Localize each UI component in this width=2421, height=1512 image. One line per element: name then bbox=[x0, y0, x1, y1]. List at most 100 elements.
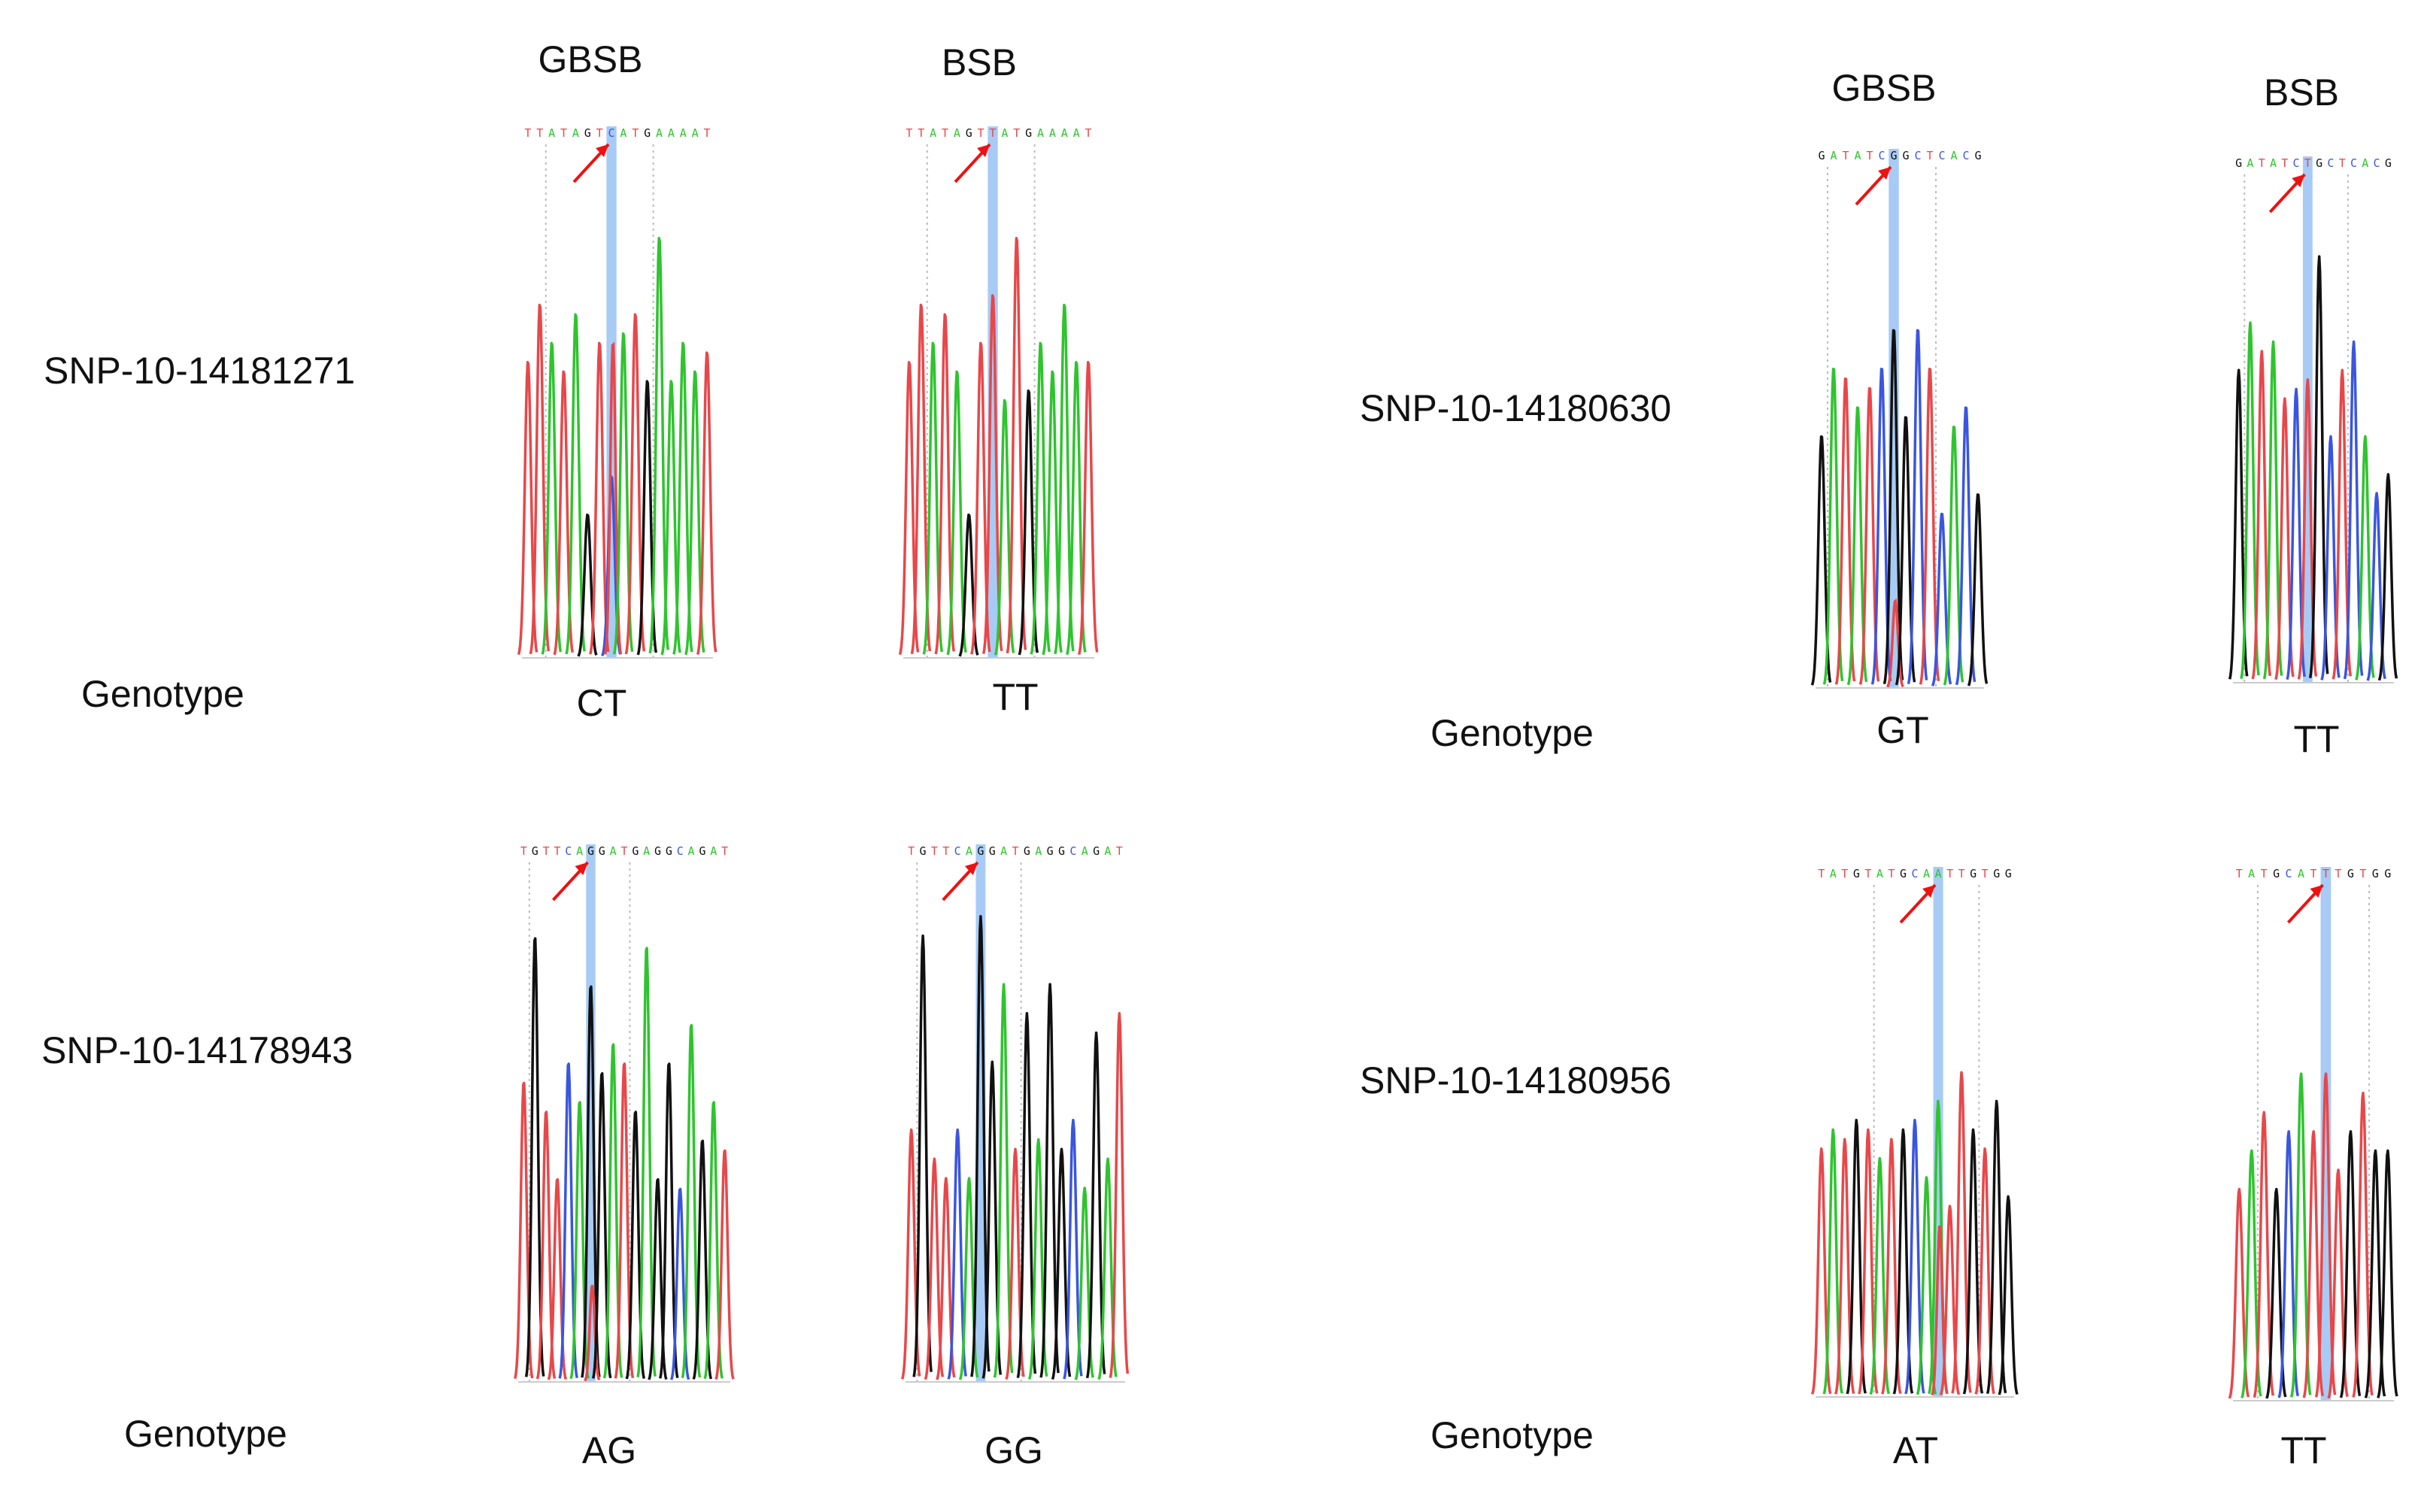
snp-highlight bbox=[988, 126, 998, 658]
base-letter: G bbox=[1093, 844, 1100, 858]
base-letter: A bbox=[1035, 844, 1042, 858]
genotype-label: Genotype bbox=[124, 1413, 287, 1455]
base-letter: T bbox=[2259, 156, 2265, 170]
snp-label: SNP-10-14180630 bbox=[1360, 387, 1672, 429]
trace-peak bbox=[1967, 493, 1989, 686]
snp-highlight bbox=[2302, 156, 2313, 683]
base-letter: A bbox=[656, 126, 663, 140]
base-letter: T bbox=[2261, 867, 2268, 880]
base-letter: A bbox=[930, 126, 936, 140]
base-letter: G bbox=[532, 844, 539, 858]
base-letter: C bbox=[2374, 156, 2380, 170]
sample-header-bsb: BSB bbox=[941, 41, 1018, 83]
base-letter: T bbox=[596, 126, 603, 140]
base-letter: G bbox=[2347, 867, 2354, 880]
base-letter: T bbox=[1841, 867, 1848, 880]
base-letter: T bbox=[2339, 156, 2346, 170]
base-letter: G bbox=[920, 844, 927, 858]
base-letter: A bbox=[954, 126, 960, 140]
sample-header-gbsb: GBSB bbox=[538, 38, 643, 80]
base-letter: G bbox=[599, 844, 605, 858]
base-letter: G bbox=[632, 844, 639, 858]
trace-peak bbox=[696, 351, 718, 655]
genotype-value: TT bbox=[2293, 718, 2340, 760]
base-letter: T bbox=[908, 844, 915, 858]
base-letter: G bbox=[666, 844, 672, 858]
snp-highlight bbox=[2320, 867, 2332, 1401]
trace-peak bbox=[1919, 368, 1940, 685]
base-letter: G bbox=[2372, 867, 2379, 880]
base-letter: T bbox=[560, 126, 567, 140]
base-letter: A bbox=[2248, 867, 2255, 880]
base-letter: G bbox=[1970, 867, 1977, 880]
base-letter: G bbox=[1853, 867, 1860, 880]
base-letter: G bbox=[1993, 867, 2000, 880]
base-letter: T bbox=[2322, 867, 2329, 880]
base-letter: A bbox=[1000, 844, 1007, 858]
snp-arrowhead bbox=[2310, 885, 2323, 898]
base-letter: T bbox=[1842, 149, 1849, 162]
trace-peak bbox=[970, 915, 991, 1377]
trace-peak bbox=[993, 983, 1014, 1378]
base-letter: G bbox=[989, 844, 996, 858]
trace-peak bbox=[1039, 983, 1060, 1378]
trace-peak bbox=[2308, 255, 2329, 678]
snp-label: SNP-10-14178943 bbox=[41, 1029, 353, 1071]
snp-arrowhead bbox=[1878, 167, 1891, 180]
trace-peak bbox=[1085, 1031, 1106, 1379]
base-letter: T bbox=[990, 126, 997, 140]
base-letter: G bbox=[1890, 149, 1897, 162]
snp-arrowhead bbox=[2292, 174, 2305, 187]
base-letter: T bbox=[918, 126, 924, 140]
base-letter: T bbox=[1864, 867, 1871, 880]
trace-peak bbox=[2377, 1149, 2398, 1398]
base-letter: A bbox=[620, 126, 626, 140]
secondary-peak bbox=[584, 1284, 601, 1382]
base-letter: C bbox=[1938, 149, 1945, 162]
base-letter: C bbox=[1878, 149, 1885, 162]
base-letter: G bbox=[1025, 126, 1032, 140]
base-letter: T bbox=[2236, 867, 2243, 880]
snp-label: SNP-10-14180956 bbox=[1360, 1059, 1672, 1101]
base-letter: A bbox=[2298, 867, 2304, 880]
base-letter: C bbox=[1069, 844, 1076, 858]
base-letter: A bbox=[1950, 149, 1957, 162]
base-letter: G bbox=[1818, 149, 1825, 162]
base-letter: T bbox=[554, 844, 560, 858]
genotype-value: TT bbox=[992, 676, 1039, 718]
base-letter: A bbox=[966, 844, 972, 858]
base-letter: A bbox=[1073, 126, 1080, 140]
base-letter: C bbox=[2327, 156, 2334, 170]
base-letter: A bbox=[572, 126, 579, 140]
base-letter: T bbox=[721, 844, 728, 858]
base-letter: T bbox=[543, 844, 550, 858]
base-letter: G bbox=[2316, 156, 2322, 170]
base-letter: A bbox=[1854, 149, 1861, 162]
base-letter: G bbox=[2235, 156, 2242, 170]
base-letter: A bbox=[710, 844, 717, 858]
base-letter: C bbox=[565, 844, 572, 858]
base-letter: T bbox=[1013, 126, 1020, 140]
base-letter: A bbox=[548, 126, 555, 140]
trace-peak bbox=[714, 1149, 735, 1380]
base-letter: G bbox=[1024, 844, 1030, 858]
base-letter: G bbox=[966, 126, 972, 140]
trace-peak bbox=[1077, 361, 1099, 655]
base-letter: G bbox=[2273, 867, 2280, 880]
base-letter: G bbox=[644, 126, 651, 140]
genotype-value: AT bbox=[1892, 1429, 1939, 1471]
genotype-label: Genotype bbox=[1430, 1414, 1594, 1456]
base-letter: T bbox=[1926, 149, 1933, 162]
base-letter: C bbox=[2293, 156, 2300, 170]
base-letter: T bbox=[942, 844, 949, 858]
genotype-value: TT bbox=[2280, 1429, 2327, 1471]
base-letter: T bbox=[2310, 867, 2316, 880]
sample-header-bsb: BSB bbox=[2263, 71, 2340, 114]
trace-peak bbox=[946, 370, 967, 656]
base-letter: C bbox=[677, 844, 684, 858]
snp-arrowhead bbox=[977, 144, 991, 157]
